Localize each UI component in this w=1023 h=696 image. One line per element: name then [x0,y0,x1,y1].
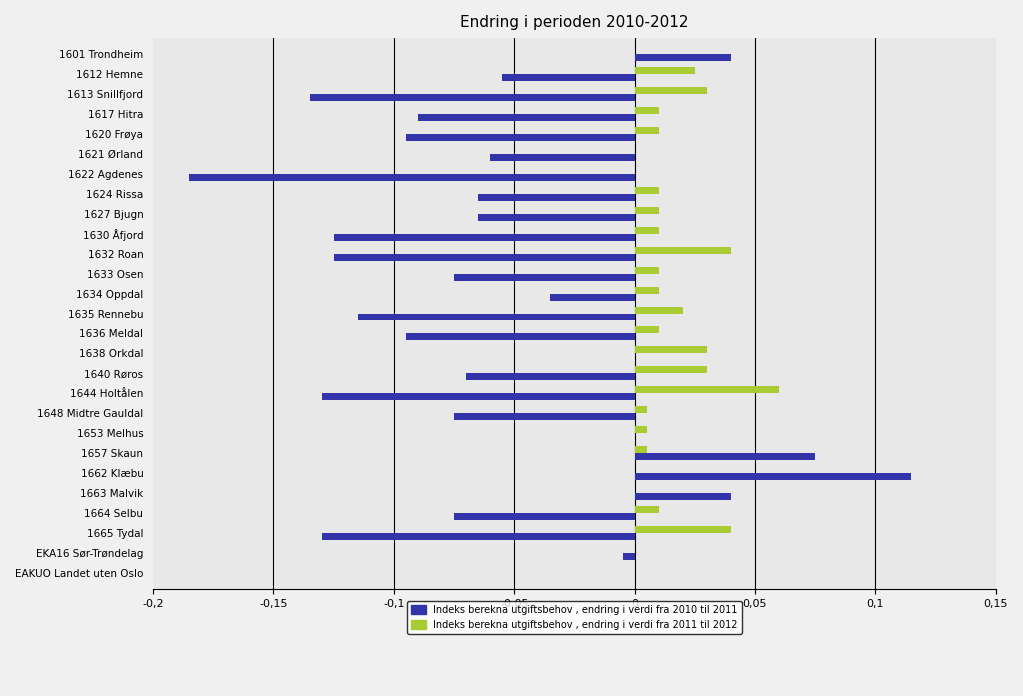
Bar [466,373,634,380]
Bar [634,127,659,134]
Bar [634,506,659,513]
Bar [634,406,647,413]
Bar [634,493,730,500]
Bar [634,107,659,114]
Bar [634,54,730,61]
Bar [634,526,730,533]
Bar [634,366,707,373]
Bar [634,287,659,294]
Bar [310,94,634,101]
Bar [634,207,659,214]
Bar [321,533,634,540]
Bar [406,134,634,141]
Bar [634,87,707,94]
Bar [634,386,780,393]
Bar [634,326,659,333]
Bar [454,413,634,420]
Bar [454,274,634,280]
Bar [634,473,911,480]
Bar [634,67,695,74]
Bar [634,347,707,354]
Bar [634,227,659,234]
Bar [358,313,634,320]
Bar [406,333,634,340]
Bar [418,114,634,121]
Title: Endring i perioden 2010-2012: Endring i perioden 2010-2012 [460,15,688,30]
Bar [321,393,634,400]
Bar [333,234,634,241]
Bar [490,154,634,161]
Bar [550,294,634,301]
Bar [189,174,634,181]
Bar [454,513,634,520]
Bar [478,214,634,221]
Bar [634,306,682,313]
Bar [634,426,647,433]
Bar [502,74,634,81]
Bar [333,253,634,260]
Bar [634,267,659,274]
Bar [634,453,815,460]
Bar [634,187,659,193]
Bar [623,553,634,560]
Bar [634,246,730,253]
Bar [634,446,647,453]
Bar [478,193,634,200]
Legend: Indeks berekna utgiftsbehov , endring i verdi fra 2010 til 2011, Indeks berekna : Indeks berekna utgiftsbehov , endring i … [407,601,742,633]
